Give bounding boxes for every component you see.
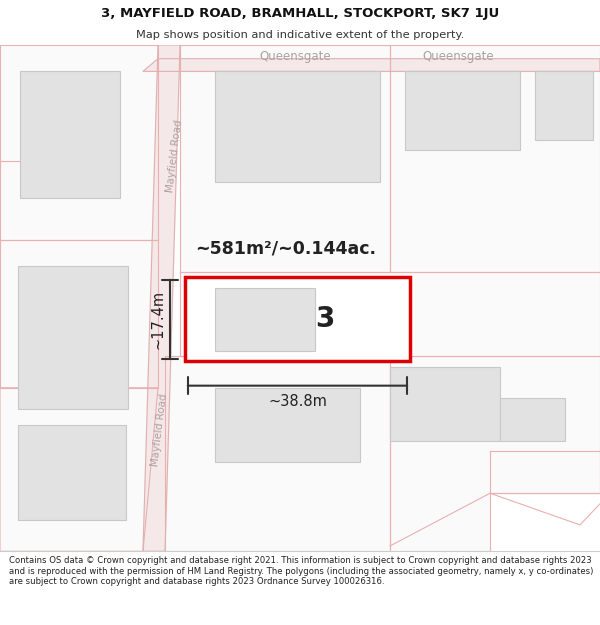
Text: Mayfield Road: Mayfield Road xyxy=(151,393,169,467)
Polygon shape xyxy=(0,45,158,240)
Text: Queensgate: Queensgate xyxy=(422,50,494,63)
Text: Map shows position and indicative extent of the property.: Map shows position and indicative extent… xyxy=(136,30,464,40)
Bar xyxy=(18,425,126,519)
Bar xyxy=(215,388,360,462)
Bar xyxy=(405,71,520,151)
Polygon shape xyxy=(0,388,158,551)
Text: 3, MAYFIELD ROAD, BRAMHALL, STOCKPORT, SK7 1JU: 3, MAYFIELD ROAD, BRAMHALL, STOCKPORT, S… xyxy=(101,7,499,20)
Bar xyxy=(215,288,315,351)
Text: Contains OS data © Crown copyright and database right 2021. This information is : Contains OS data © Crown copyright and d… xyxy=(9,556,593,586)
Polygon shape xyxy=(390,356,600,551)
Text: Queensgate: Queensgate xyxy=(259,50,331,63)
Polygon shape xyxy=(143,45,180,551)
Polygon shape xyxy=(390,45,600,272)
Bar xyxy=(20,71,120,198)
Polygon shape xyxy=(490,451,600,493)
Bar xyxy=(215,71,380,182)
Polygon shape xyxy=(180,272,600,356)
Text: 3: 3 xyxy=(315,305,334,333)
Text: ~38.8m: ~38.8m xyxy=(268,394,327,409)
Bar xyxy=(535,71,593,140)
Text: ~17.4m: ~17.4m xyxy=(150,289,165,349)
Polygon shape xyxy=(165,356,390,551)
Bar xyxy=(18,266,128,409)
Bar xyxy=(390,367,500,441)
Text: Mayfield Road: Mayfield Road xyxy=(166,119,184,192)
Polygon shape xyxy=(180,45,390,272)
Text: ~581m²/~0.144ac.: ~581m²/~0.144ac. xyxy=(195,239,376,258)
Bar xyxy=(185,277,410,361)
Polygon shape xyxy=(0,240,158,388)
Bar xyxy=(500,398,565,441)
Polygon shape xyxy=(143,59,600,71)
